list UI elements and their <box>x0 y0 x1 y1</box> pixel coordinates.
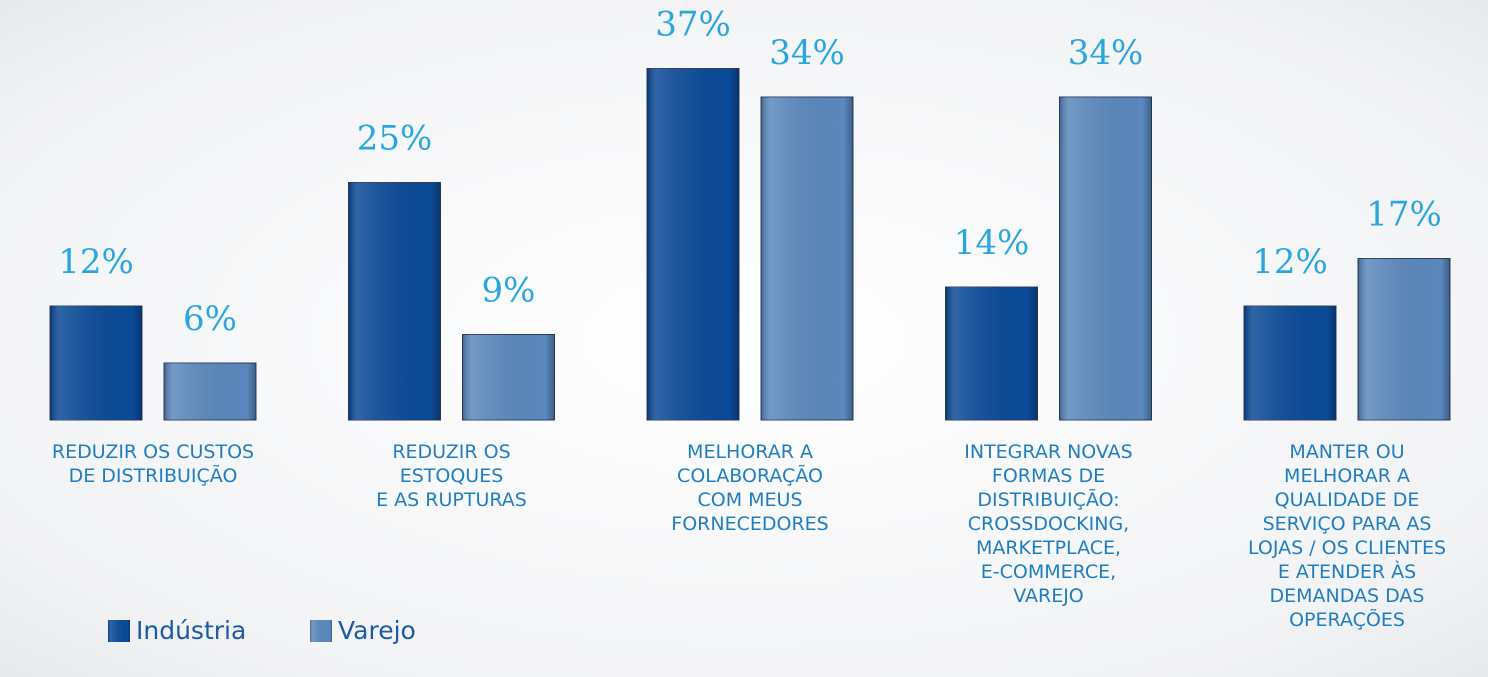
legend-swatch-shade <box>310 620 332 642</box>
category-label: REDUZIR OS ESTOQUES E AS RUPTURAS <box>376 441 527 511</box>
bar-shade <box>761 97 853 420</box>
value-label: 37% <box>655 5 731 45</box>
value-label: 34% <box>1068 33 1144 73</box>
category-line: SERVIÇO PARA AS <box>1263 513 1432 535</box>
category-line: LOJAS / OS CLIENTES <box>1248 537 1446 559</box>
value-label: 34% <box>769 33 845 73</box>
value-label: 17% <box>1366 195 1442 235</box>
bar-shade <box>1244 306 1336 420</box>
category-line: ESTOQUES <box>400 465 504 487</box>
category-line: FORMAS DE <box>992 465 1105 487</box>
category-line: E ATENDER ÀS <box>1278 560 1416 583</box>
bar-shade <box>1358 258 1450 420</box>
value-label: 14% <box>954 223 1030 263</box>
bar-shade <box>1059 97 1152 420</box>
value-label: 12% <box>1252 242 1328 282</box>
category-line: INTEGRAR NOVAS <box>964 441 1133 463</box>
value-label: 9% <box>482 271 536 311</box>
category-label: MANTER OU MELHORAR A QUALIDADE DE SERVIÇO P… <box>1248 441 1446 631</box>
category-line: CROSSDOCKING, <box>968 513 1129 535</box>
category-line: E AS RUPTURAS <box>376 489 527 511</box>
category-line: COLABORAÇÃO <box>677 464 823 487</box>
bar-shade <box>348 182 441 420</box>
category-line: MANTER OU <box>1289 441 1404 463</box>
value-label: 6% <box>183 299 237 339</box>
bar-shade <box>945 287 1038 420</box>
legend-label: Indústria <box>136 616 246 645</box>
category-line: OPERAÇÕES <box>1289 608 1405 631</box>
category-line: E-COMMERCE, <box>981 561 1116 583</box>
bar-shade <box>164 363 256 420</box>
value-label: 12% <box>58 242 134 282</box>
bar-shade <box>50 306 142 420</box>
bar-shade <box>462 334 555 420</box>
category-line: DISTRIBUIÇÃO: <box>977 488 1119 511</box>
legend-label: Varejo <box>338 616 416 645</box>
category-line: DE DISTRIBUIÇÃO <box>69 464 238 487</box>
category-line: QUALIDADE DE <box>1275 489 1420 511</box>
category-line: DEMANDAS DAS <box>1270 585 1425 607</box>
category-line: MELHORAR A <box>1284 465 1410 487</box>
category-label: INTEGRAR NOVAS FORMAS DE DISTRIBUIÇÃO: CROS… <box>964 441 1133 607</box>
category-line: VAREJO <box>1013 585 1084 607</box>
bar-shade <box>647 68 739 420</box>
category-line: MELHORAR A <box>687 441 813 463</box>
category-line: COM MEUS <box>697 489 802 511</box>
value-label: 25% <box>357 119 433 159</box>
category-line: REDUZIR OS CUSTOS <box>52 441 254 463</box>
category-label: REDUZIR OS CUSTOS DE DISTRIBUIÇÃO <box>52 441 254 487</box>
category-label: MELHORAR A COLABORAÇÃO COM MEUS FORNECEDORE… <box>671 441 828 535</box>
category-line: REDUZIR OS <box>392 441 510 463</box>
category-line: FORNECEDORES <box>671 513 828 535</box>
legend-swatch-shade <box>108 620 130 642</box>
category-line: MARKETPLACE, <box>976 537 1121 559</box>
